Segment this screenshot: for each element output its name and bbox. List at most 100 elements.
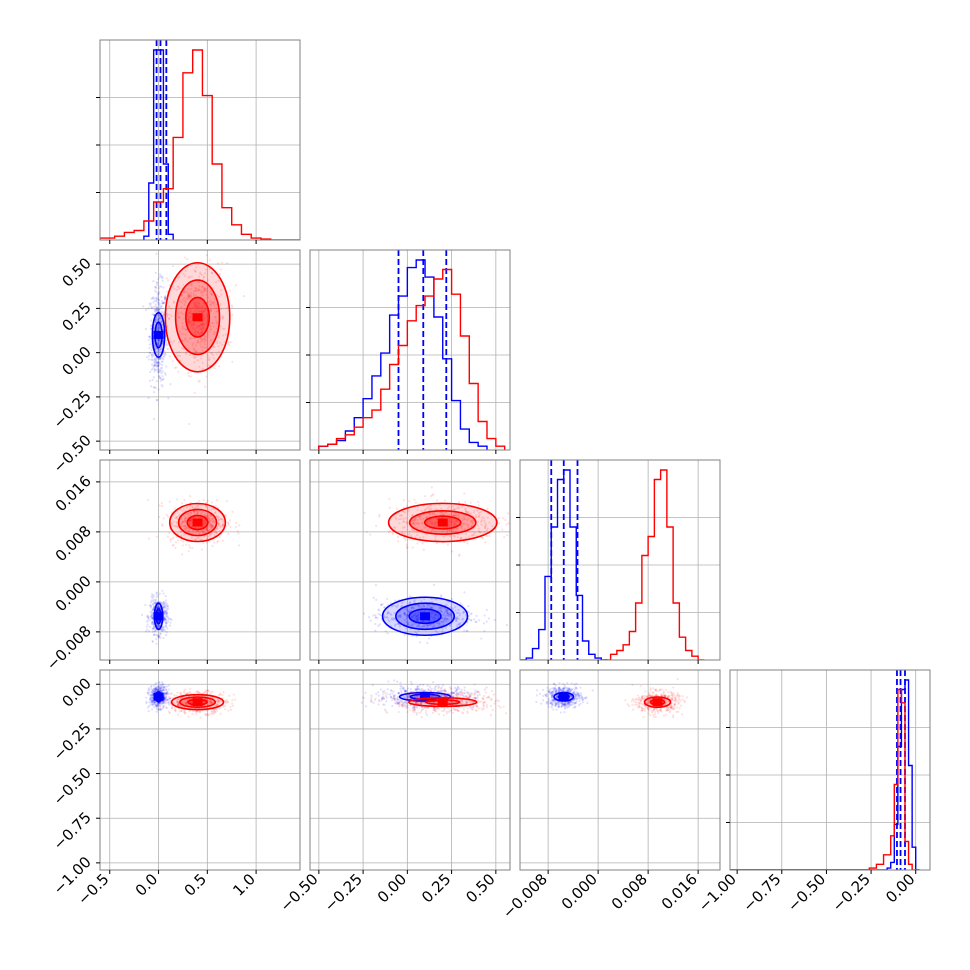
scatter-point	[474, 689, 477, 692]
scatter-point	[463, 518, 467, 521]
scatter-point	[395, 606, 399, 609]
scatter-point	[206, 527, 209, 530]
scatter-point	[164, 698, 167, 701]
scatter-point	[176, 698, 180, 701]
scatter-point	[155, 687, 158, 690]
scatter-point	[157, 361, 161, 364]
scatter-point	[462, 522, 465, 525]
scatter-point	[210, 701, 213, 704]
scatter-point	[403, 537, 406, 540]
scatter-point	[420, 715, 423, 719]
scatter-point	[183, 291, 186, 294]
scatter-point	[160, 372, 163, 375]
scatter-point	[419, 609, 422, 613]
scatter-point	[150, 687, 153, 691]
scatter-point	[436, 621, 439, 625]
scatter-point	[409, 628, 412, 631]
scatter-point	[153, 706, 156, 709]
scatter-point	[220, 517, 223, 521]
scatter-point	[152, 603, 155, 606]
scatter-point	[201, 323, 204, 326]
scatter-point	[445, 609, 448, 613]
scatter-point	[383, 690, 386, 693]
scatter-point	[406, 613, 409, 616]
scatter-point	[155, 368, 158, 372]
scatter-point	[159, 708, 162, 711]
scatter-point	[429, 623, 433, 627]
scatter-point	[152, 623, 155, 626]
panel-frame	[99, 459, 301, 661]
scatter-point	[156, 370, 160, 373]
scatter-point	[184, 525, 187, 528]
scatter-point	[215, 280, 218, 284]
scatter-point	[186, 258, 189, 261]
scatter-point	[206, 713, 209, 716]
scatter-point	[188, 521, 191, 524]
scatter-point	[162, 314, 165, 317]
scatter-point	[429, 520, 432, 523]
scatter-point	[179, 530, 183, 534]
scatter-point	[370, 696, 373, 699]
scatter-point	[203, 289, 206, 292]
scatter-point	[189, 519, 193, 522]
scatter-point	[419, 625, 422, 628]
scatter-point	[219, 268, 223, 271]
scatter-point	[483, 524, 487, 528]
scatter-point	[205, 322, 208, 325]
scatter-point	[186, 512, 190, 515]
scatter-point	[184, 703, 187, 706]
scatter-point	[194, 286, 197, 290]
scatter-point	[435, 525, 438, 528]
scatter-point	[216, 700, 219, 703]
scatter-point	[185, 527, 188, 530]
scatter-point	[214, 319, 217, 322]
scatter-point	[199, 271, 202, 274]
scatter-point	[176, 700, 179, 703]
scatter-point	[202, 531, 205, 535]
scatter-point	[196, 331, 199, 334]
scatter-point	[166, 604, 169, 607]
scatter-point	[384, 630, 387, 633]
scatter-point	[215, 499, 219, 502]
scatter-point	[452, 520, 455, 523]
scatter-point	[160, 347, 163, 350]
scatter-point	[379, 688, 382, 691]
scatter-point	[212, 710, 216, 713]
scatter-point	[431, 512, 434, 515]
scatter-point	[209, 299, 212, 302]
scatter-point	[471, 521, 474, 524]
scatter-point	[408, 530, 411, 533]
scatter-point	[155, 297, 158, 300]
scatter-point	[152, 689, 155, 693]
scatter-point	[476, 520, 479, 523]
scatter-point	[163, 688, 166, 692]
scatter-point	[208, 700, 211, 704]
panel-frame	[99, 669, 301, 871]
panel-content	[100, 250, 300, 450]
scatter-point	[399, 613, 402, 617]
scatter-point	[454, 528, 458, 531]
scatter-point	[164, 621, 167, 624]
scatter-point	[447, 520, 450, 523]
scatter-point	[184, 711, 187, 714]
scatter-point	[163, 612, 166, 615]
scatter-point	[157, 277, 160, 281]
scatter-point	[156, 705, 159, 708]
scatter-point	[163, 625, 166, 628]
scatter-point	[208, 524, 211, 527]
scatter-point	[447, 524, 450, 527]
scatter-point	[434, 614, 437, 617]
scatter-point	[169, 307, 173, 310]
scatter-point	[183, 710, 186, 713]
scatter-point	[417, 613, 420, 616]
scatter-point	[147, 693, 150, 696]
scatter-point	[440, 610, 443, 613]
scatter-point	[194, 531, 197, 534]
scatter-point	[177, 317, 180, 320]
scatter-point	[159, 686, 162, 690]
scatter-point	[204, 513, 207, 516]
scatter-point	[162, 600, 165, 604]
scatter-point	[209, 533, 212, 536]
scatter-point	[156, 360, 159, 364]
scatter-point	[407, 621, 410, 625]
